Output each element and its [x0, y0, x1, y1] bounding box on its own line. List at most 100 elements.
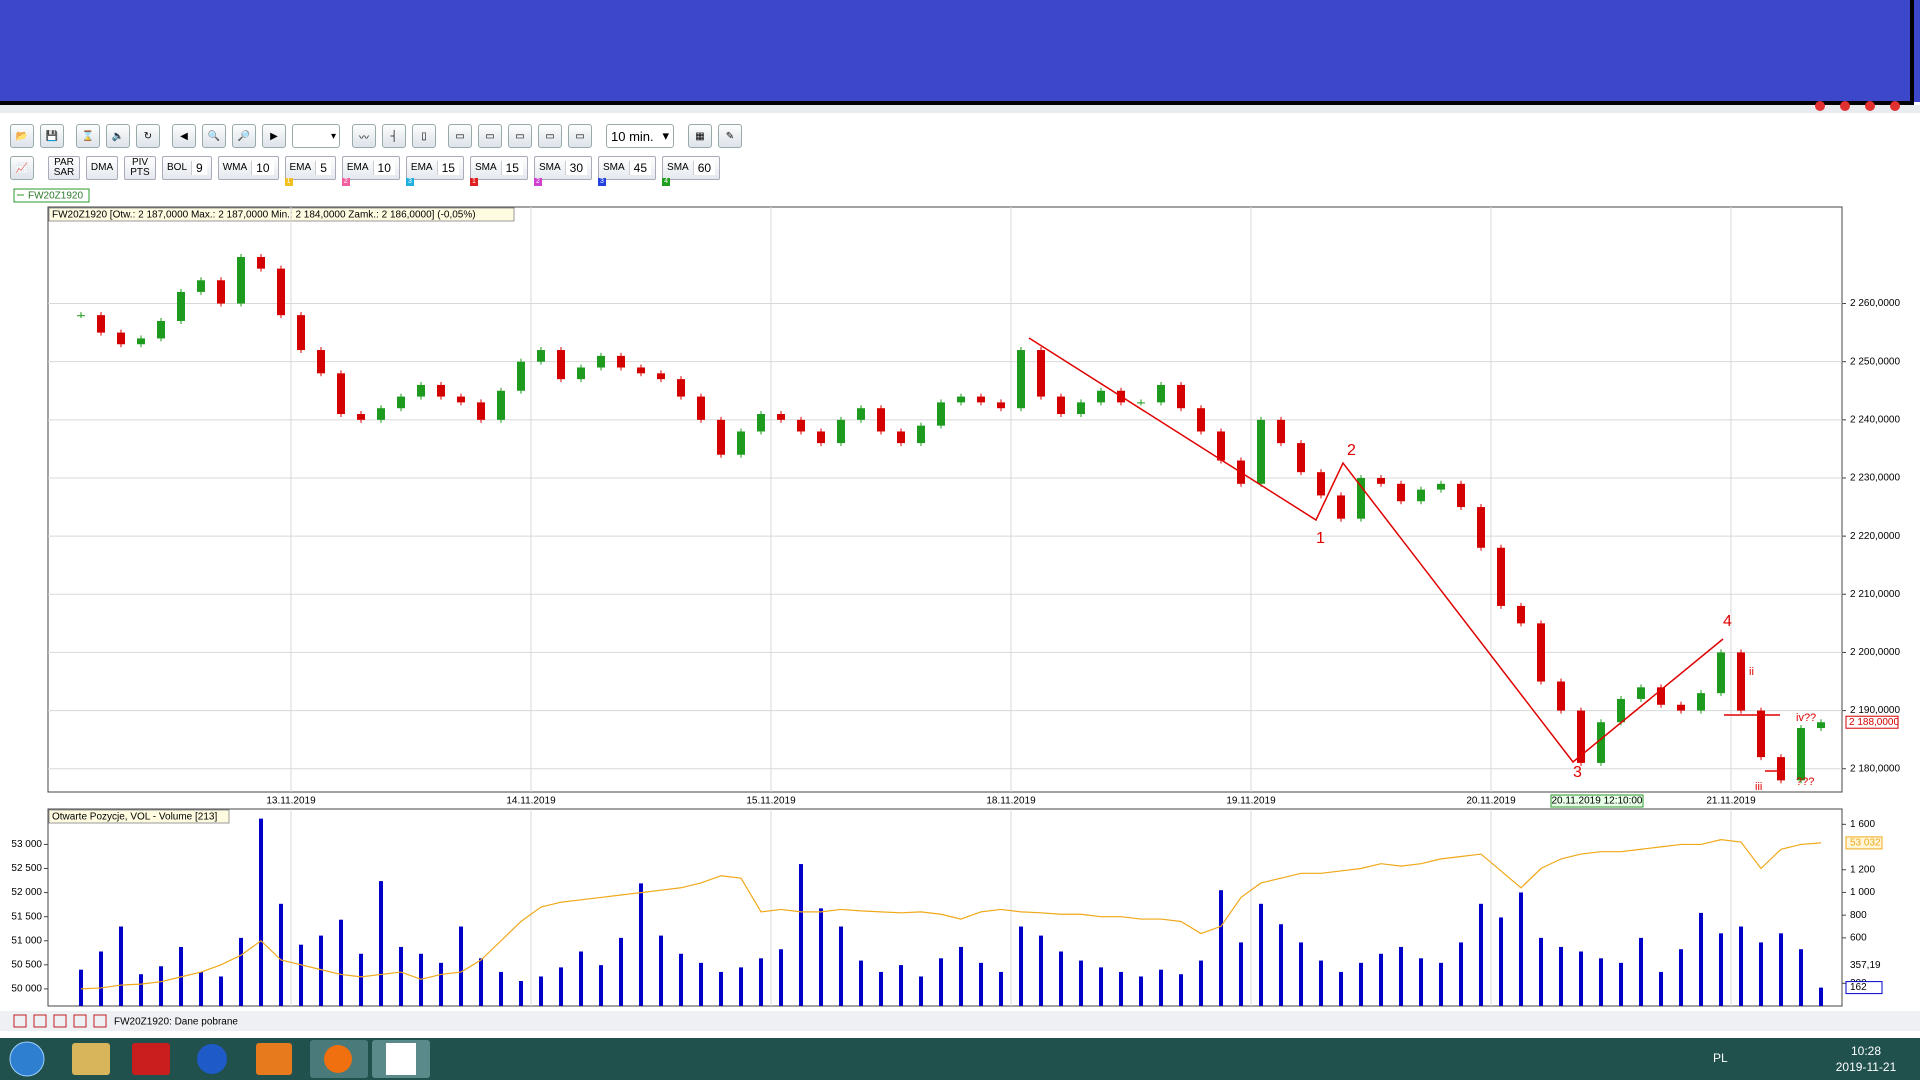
- header-box: [48, 207, 515, 222]
- candle-body: [697, 396, 705, 420]
- indicator-param: 60: [692, 161, 716, 175]
- volume-bar: [1339, 971, 1343, 1006]
- y-tick-label: 52 500: [11, 863, 42, 874]
- palette-button[interactable]: ▦: [688, 124, 712, 148]
- indicator-button[interactable]: SMA 45 3: [598, 156, 657, 186]
- line-chart-button[interactable]: 〰: [352, 124, 376, 148]
- window-button[interactable]: [1840, 101, 1850, 111]
- indicator-button[interactable]: SMA 15 1: [469, 156, 528, 186]
- tray-lang: PL: [1713, 1051, 1728, 1065]
- indicator-button[interactable]: EMA 15 3: [405, 156, 464, 186]
- indicator-button[interactable]: WMA 10: [217, 156, 279, 180]
- indicator-button[interactable]: PIV PTS: [124, 156, 156, 180]
- volume-bar: [79, 969, 83, 1006]
- chart-button[interactable]: 📈: [10, 156, 34, 180]
- indicator-button[interactable]: SMA 30 2: [533, 156, 592, 186]
- volume-bar: [479, 958, 483, 1006]
- interval-select[interactable]: 10 min. ▾: [606, 124, 674, 148]
- wave-label: 1: [1316, 530, 1325, 547]
- scroll-left[interactable]: ◀: [172, 124, 196, 148]
- candle-body: [1297, 443, 1305, 473]
- band-edge: [1910, 0, 1914, 105]
- zoom-out[interactable]: 🔎: [232, 124, 256, 148]
- volume-bar: [139, 974, 143, 1006]
- task-icon[interactable]: [132, 1043, 170, 1075]
- x-tick-label: 19.11.2019: [1226, 796, 1276, 807]
- volume-bar: [819, 908, 823, 1006]
- scale-button[interactable]: ▭: [478, 124, 502, 148]
- candle-body: [1577, 710, 1585, 763]
- volume-bar: [539, 976, 543, 1006]
- open-button[interactable]: 📂: [10, 124, 34, 148]
- candle-body: [237, 257, 245, 304]
- indicator-button[interactable]: EMA 5 1: [284, 156, 336, 186]
- volume-bar: [899, 965, 903, 1006]
- volume-bar: [659, 935, 663, 1006]
- candle-body: [1497, 547, 1505, 606]
- volume-bar: [1819, 987, 1823, 1006]
- volume-bar: [219, 976, 223, 1006]
- candle-body: [477, 402, 485, 420]
- status-icon[interactable]: [33, 1014, 47, 1028]
- interval-text: 10 min.: [611, 128, 654, 144]
- task-icon[interactable]: [197, 1044, 227, 1074]
- scroll-right[interactable]: ▶: [262, 124, 286, 148]
- candle-body: [217, 280, 225, 304]
- indicator-slot: 2: [533, 178, 542, 186]
- candle-button[interactable]: ▯: [412, 124, 436, 148]
- band-edge: [0, 101, 1912, 105]
- indicator-button[interactable]: BOL 9: [162, 156, 212, 180]
- volume-bar: [1359, 962, 1363, 1006]
- scale-button[interactable]: ▭: [508, 124, 532, 148]
- start-button[interactable]: [9, 1041, 45, 1077]
- candle-body: [1817, 722, 1825, 729]
- scale-button[interactable]: ▭: [568, 124, 592, 148]
- status-icon[interactable]: [13, 1014, 27, 1028]
- zoom-in[interactable]: 🔍: [202, 124, 226, 148]
- tool-button[interactable]: 🔈: [106, 124, 130, 148]
- candle-body: [817, 431, 825, 444]
- volume-bar: [299, 944, 303, 1006]
- indicator-button[interactable]: PAR SAR: [48, 156, 80, 180]
- task-icon[interactable]: [72, 1043, 110, 1075]
- wave-label: iv??: [1796, 712, 1816, 724]
- volume-bar: [1019, 926, 1023, 1006]
- period-select[interactable]: ▾: [292, 124, 340, 148]
- volume-bar: [1299, 942, 1303, 1006]
- indicator-button[interactable]: DMA: [86, 156, 118, 180]
- window-button[interactable]: [1865, 101, 1875, 111]
- save-button[interactable]: 💾: [40, 124, 64, 148]
- tray-date: 2019-11-21: [1836, 1060, 1897, 1074]
- price-header: FW20Z1920 [Otw.: 2 187,0000 Max.: 2 187,…: [52, 210, 476, 221]
- y-tick-label: 2 240,0000: [1850, 414, 1900, 425]
- scale-button[interactable]: ▭: [538, 124, 562, 148]
- window-button[interactable]: [1815, 101, 1825, 111]
- bar-chart-button[interactable]: ┤: [382, 124, 406, 148]
- status-icon[interactable]: [73, 1014, 87, 1028]
- y2-tick-label: 800: [1850, 910, 1867, 921]
- indicator-button[interactable]: EMA 10 2: [341, 156, 400, 186]
- task-icon[interactable]: [256, 1043, 292, 1075]
- volume-bar: [259, 818, 263, 1006]
- x-tick-label: 18.11.2019: [986, 796, 1036, 807]
- scale-button[interactable]: ▭: [448, 124, 472, 148]
- volume-bar: [1079, 960, 1083, 1006]
- candle-body: [157, 320, 165, 339]
- candle-body: [1457, 483, 1465, 508]
- last-label: 2 188,0000: [1849, 717, 1899, 728]
- refresh-button[interactable]: ↻: [136, 124, 160, 148]
- window-button[interactable]: [1890, 101, 1900, 111]
- status-icon[interactable]: [53, 1014, 67, 1028]
- edit-button[interactable]: ✎: [718, 124, 742, 148]
- symbol-tag-box[interactable]: [13, 188, 90, 203]
- volume-plot: [47, 808, 1843, 1007]
- tool-button[interactable]: ⌛: [76, 124, 100, 148]
- wave-annotation: [1028, 337, 1782, 772]
- status-icon[interactable]: [93, 1014, 107, 1028]
- candle-body: [637, 367, 645, 374]
- candle-body: [537, 350, 545, 362]
- indicator-button[interactable]: SMA 60 4: [662, 156, 721, 186]
- indicator-slot: 1: [469, 178, 478, 186]
- candle-body: [1437, 483, 1445, 490]
